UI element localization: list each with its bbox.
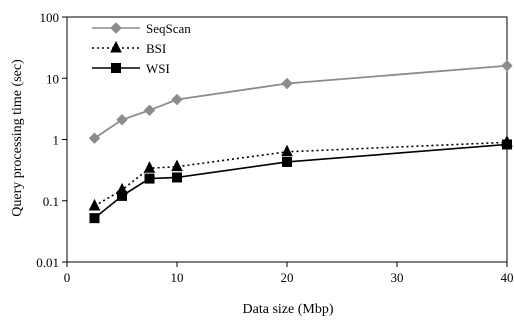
data-point-seqscan [171,93,183,106]
x-tick-label: 30 [391,270,404,285]
x-axis-label: Data size (Mbp) [243,302,334,317]
data-point-wsi [117,190,127,201]
x-tick-label: 20 [281,270,294,285]
chart-axes: 0 10 20 30 40 0.01 0.1 1 10 100 [36,10,513,285]
x-tick-label: 0 [64,270,71,285]
data-point-seqscan [281,77,293,90]
y-tick-label: 0.1 [43,194,59,209]
legend-marker-wsi [111,63,121,73]
y-tick-label: 0.01 [36,255,59,270]
legend-label-wsi: WSI [146,61,170,76]
series-wsi [89,139,512,224]
data-point-bsi [171,159,183,172]
series-line-seqscan [93,64,508,139]
data-point-wsi [144,173,155,184]
data-point-seqscan [88,132,101,144]
data-point-seqscan [143,104,156,116]
chart-legend: SeqScan BSI WSI [92,21,191,76]
x-tick-label: 10 [171,270,184,285]
legend-marker-seqscan [110,22,122,34]
legend-label-seqscan: SeqScan [146,21,191,36]
data-point-seqscan [501,60,513,72]
data-point-wsi [502,139,512,150]
y-axis-label: Query processing time (sec) [10,59,25,217]
x-tick-label: 40 [501,270,514,285]
data-point-wsi [89,213,100,224]
plot-frame [66,16,508,263]
data-point-wsi [172,172,182,183]
y-tick-label: 100 [40,10,60,25]
chart-series [88,60,513,224]
series-bsi [88,135,513,211]
series-line-wsi [93,143,508,219]
data-point-wsi [282,156,292,167]
y-tick-label: 1 [53,133,60,148]
data-point-bsi [88,198,101,211]
series-seqscan [88,60,513,144]
y-tick-label: 10 [46,71,59,86]
legend-label-bsi: BSI [146,41,166,56]
series-line-bsi [94,141,508,207]
data-point-seqscan [116,114,128,126]
data-point-bsi [281,144,293,157]
legend-marker-bsi [110,40,122,53]
data-point-bsi [143,161,156,173]
